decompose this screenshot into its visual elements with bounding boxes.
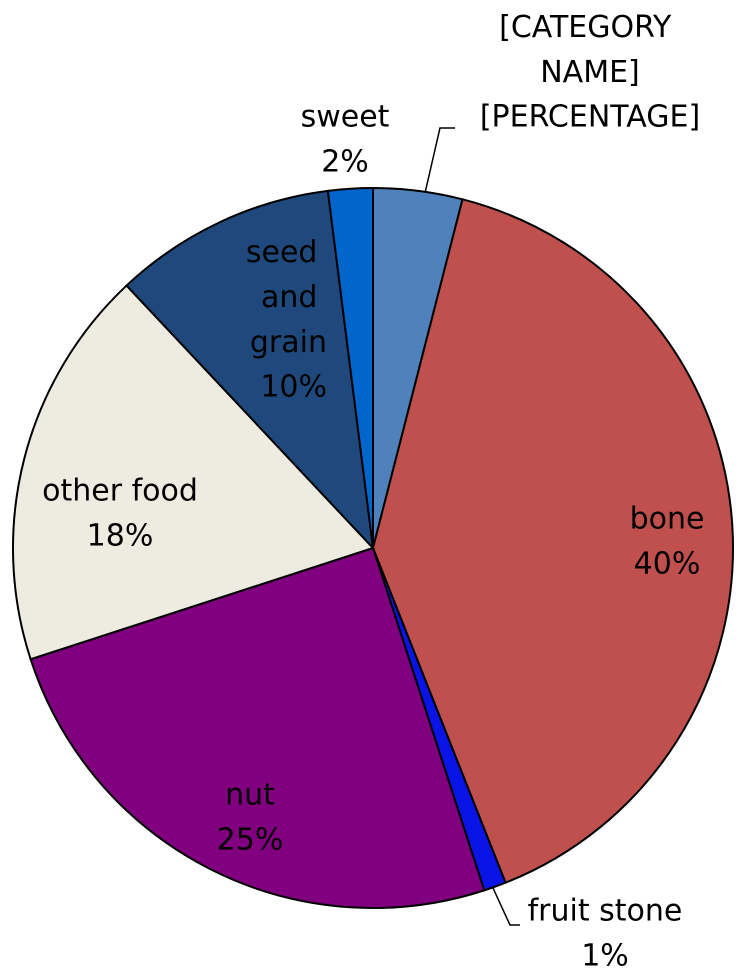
value-label: 1% [581,939,629,974]
leader-line [424,127,455,194]
slice-label: sweet [301,100,390,135]
slice-label: seed and grain [246,235,327,360]
slice-label: bone [630,502,705,537]
value-label: 40% [634,547,701,582]
value-label: 18% [87,519,154,554]
slice-label: nut [225,778,275,813]
pie-slice [371,198,734,885]
value-label: 2% [321,145,369,180]
pie-slice [326,186,374,549]
slice-label: fruit stone [528,894,683,929]
pie-slice [125,189,375,551]
pie-slice [29,546,486,909]
value-label: 25% [217,823,284,858]
pie-slice [12,284,375,661]
slice-label: other food [42,474,198,509]
value-label: [PERCENTAGE] [480,100,700,135]
leader-line [492,887,520,926]
slice-label: [CATEGORY NAME] [499,10,681,90]
value-label: 10% [260,370,327,405]
